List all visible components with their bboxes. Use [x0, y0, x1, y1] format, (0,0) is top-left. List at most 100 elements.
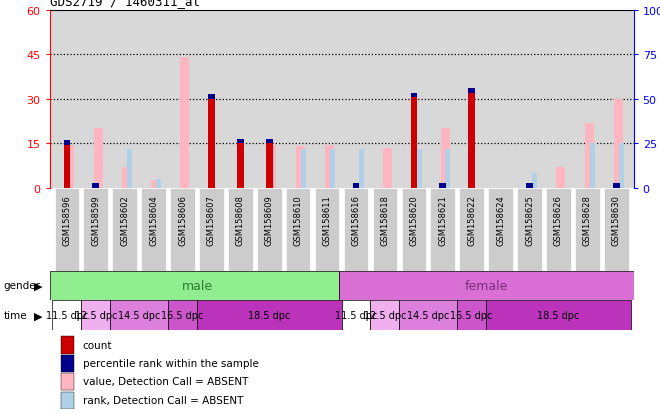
Bar	[469, 94, 475, 188]
Text: GSM158621: GSM158621	[438, 195, 447, 246]
FancyBboxPatch shape	[199, 188, 224, 271]
FancyBboxPatch shape	[430, 188, 455, 271]
Text: count: count	[82, 340, 112, 350]
Bar	[440, 129, 449, 188]
Text: GSM158624: GSM158624	[496, 195, 505, 246]
Bar	[296, 147, 305, 188]
Text: GSM158607: GSM158607	[207, 195, 216, 246]
Text: GSM158616: GSM158616	[352, 195, 360, 246]
Bar	[383, 148, 392, 188]
Text: GSM158618: GSM158618	[380, 195, 389, 246]
FancyBboxPatch shape	[315, 188, 339, 271]
Text: 18.5 dpc: 18.5 dpc	[537, 311, 579, 320]
Bar	[168, 301, 197, 330]
Text: 12.5 dpc: 12.5 dpc	[364, 311, 406, 320]
Bar	[614, 100, 623, 188]
FancyBboxPatch shape	[55, 188, 79, 271]
FancyBboxPatch shape	[228, 188, 253, 271]
Text: GSM158596: GSM158596	[62, 195, 71, 246]
FancyBboxPatch shape	[83, 188, 108, 271]
Bar	[339, 271, 645, 301]
Text: 12.5 dpc: 12.5 dpc	[75, 311, 117, 320]
Bar	[65, 145, 74, 188]
FancyBboxPatch shape	[344, 188, 368, 271]
Text: 16.5 dpc: 16.5 dpc	[451, 311, 493, 320]
Bar	[352, 184, 359, 188]
Text: GSM158610: GSM158610	[294, 195, 303, 246]
Text: gender: gender	[3, 281, 40, 291]
Bar	[399, 301, 457, 330]
Text: ▶: ▶	[34, 281, 43, 291]
Text: 11.5 dpc: 11.5 dpc	[46, 311, 88, 320]
Text: value, Detection Call = ABSENT: value, Detection Call = ABSENT	[82, 376, 248, 387]
Text: 16.5 dpc: 16.5 dpc	[161, 311, 204, 320]
Text: 18.5 dpc: 18.5 dpc	[248, 311, 290, 320]
Text: GSM158602: GSM158602	[120, 195, 129, 246]
FancyBboxPatch shape	[488, 188, 513, 271]
Text: GSM158606: GSM158606	[178, 195, 187, 246]
Bar	[63, 141, 70, 145]
Text: GSM158620: GSM158620	[409, 195, 418, 246]
FancyBboxPatch shape	[257, 188, 282, 271]
Bar	[532, 173, 537, 188]
Text: ▶: ▶	[34, 311, 43, 320]
Bar	[358, 150, 364, 188]
Bar	[457, 301, 486, 330]
Bar	[585, 123, 594, 188]
Bar	[266, 144, 273, 188]
Text: GSM158609: GSM158609	[265, 195, 274, 246]
Text: GSM158611: GSM158611	[323, 195, 331, 246]
Text: GSM158599: GSM158599	[91, 195, 100, 245]
FancyBboxPatch shape	[575, 188, 600, 271]
Bar	[342, 301, 370, 330]
Text: GSM158604: GSM158604	[149, 195, 158, 246]
Bar	[151, 181, 160, 188]
Bar	[52, 301, 81, 330]
Bar	[61, 355, 74, 372]
FancyBboxPatch shape	[170, 188, 195, 271]
Bar	[61, 392, 74, 409]
Bar	[526, 184, 533, 188]
Text: 14.5 dpc: 14.5 dpc	[407, 311, 449, 320]
Bar	[469, 89, 475, 94]
Bar	[61, 337, 74, 354]
FancyBboxPatch shape	[459, 188, 484, 271]
Text: GSM158628: GSM158628	[583, 195, 592, 246]
Bar	[446, 150, 451, 188]
Bar	[440, 184, 446, 188]
Bar	[486, 301, 631, 330]
FancyBboxPatch shape	[546, 188, 571, 271]
FancyBboxPatch shape	[112, 188, 137, 271]
Bar	[237, 144, 244, 188]
Text: percentile rank within the sample: percentile rank within the sample	[82, 358, 259, 368]
Text: 14.5 dpc: 14.5 dpc	[118, 311, 160, 320]
Text: rank, Detection Call = ABSENT: rank, Detection Call = ABSENT	[82, 395, 243, 405]
Bar	[411, 98, 417, 188]
Bar	[127, 150, 133, 188]
Bar	[330, 150, 335, 188]
Bar	[94, 129, 103, 188]
Text: GSM158625: GSM158625	[525, 195, 534, 246]
Bar	[556, 168, 565, 188]
Text: GSM158622: GSM158622	[467, 195, 476, 246]
Bar	[267, 145, 276, 188]
Bar	[61, 373, 74, 390]
FancyBboxPatch shape	[286, 188, 310, 271]
Bar	[416, 150, 422, 188]
FancyBboxPatch shape	[401, 188, 426, 271]
Bar	[590, 144, 595, 188]
FancyBboxPatch shape	[604, 188, 628, 271]
Bar	[156, 179, 161, 188]
Bar	[301, 150, 306, 188]
FancyBboxPatch shape	[373, 188, 397, 271]
Bar	[266, 140, 273, 144]
FancyBboxPatch shape	[517, 188, 542, 271]
Bar	[208, 100, 214, 188]
Bar	[237, 140, 244, 144]
Bar	[110, 301, 168, 330]
Bar	[619, 144, 624, 188]
Bar	[197, 301, 342, 330]
Bar	[325, 145, 334, 188]
Bar	[411, 94, 417, 98]
Bar	[370, 301, 399, 330]
